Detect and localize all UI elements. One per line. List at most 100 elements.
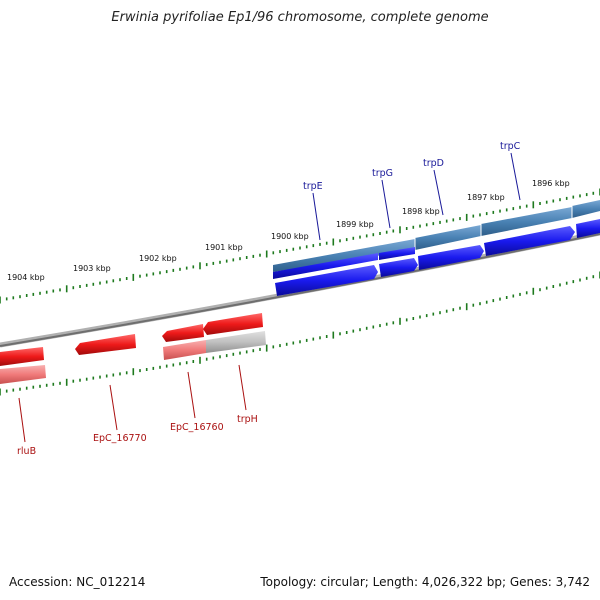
gene-arrow-trpG[interactable] <box>379 258 418 277</box>
upper-scale-minor-tick <box>272 251 275 255</box>
upper-scale-minor-tick <box>99 281 101 285</box>
forward-track-segment[interactable] <box>572 200 600 218</box>
upper-scale-minor-tick <box>52 289 55 293</box>
gene-label-EpC_16760[interactable]: EpC_16760 <box>170 422 224 433</box>
lower-scale-minor-tick <box>585 276 588 280</box>
upper-scale-minor-tick <box>305 245 308 249</box>
lower-scale-minor-tick <box>385 322 388 326</box>
upper-scale-minor-tick <box>579 194 581 198</box>
upper-scale-minor-tick <box>312 244 315 248</box>
lower-scale-minor-tick <box>372 325 375 329</box>
leader-line-trpD <box>433 169 444 216</box>
upper-scale-major-tick <box>132 273 135 281</box>
lower-scale-minor-tick <box>192 360 195 363</box>
upper-scale-minor-tick <box>285 248 288 252</box>
scale-label-1900: 1900 kbp <box>271 232 309 241</box>
gene-arrow-rluB[interactable] <box>0 347 44 366</box>
upper-scale-minor-tick <box>425 223 428 227</box>
lower-scale-minor-tick <box>479 302 481 306</box>
forward-track-segment[interactable] <box>415 225 481 250</box>
forward-track-segment[interactable] <box>273 239 415 272</box>
gene-label-EpC_16770[interactable]: EpC_16770 <box>93 433 147 444</box>
upper-scale-minor-tick <box>539 202 541 205</box>
lower-scale-minor-tick <box>172 363 175 367</box>
gene-arrow-trpG[interactable] <box>379 247 415 260</box>
upper-scale-minor-tick <box>179 267 181 271</box>
upper-scale-minor-tick <box>245 256 248 259</box>
lower-scale-major-tick <box>532 287 535 295</box>
upper-scale-minor-tick <box>279 250 281 254</box>
forward-track-segment[interactable] <box>481 207 572 236</box>
lower-scale-minor-tick <box>165 364 168 368</box>
lower-scale-minor-tick <box>552 285 555 288</box>
gene-arrow-rluB-track[interactable] <box>0 365 46 384</box>
lower-scale-minor-tick <box>179 362 181 366</box>
lower-scale-minor-tick <box>492 299 495 303</box>
lower-scale-minor-tick <box>159 365 161 369</box>
gene-arrow-EpC_16770[interactable] <box>75 334 136 355</box>
lower-scale-minor-tick <box>185 361 188 365</box>
lower-scale-minor-tick <box>279 344 281 348</box>
scale-label-1903: 1903 kbp <box>73 264 111 273</box>
lower-scale-minor-tick <box>539 288 541 292</box>
map-title: Erwinia pyrifoliae Ep1/96 chromosome, co… <box>111 10 489 25</box>
lower-scale-minor-tick <box>365 326 368 330</box>
gene-label-trpD[interactable]: trpD <box>423 158 444 169</box>
upper-scale-minor-tick <box>439 220 441 224</box>
gene-arrow-EpC_16760-track[interactable] <box>163 340 206 360</box>
gene-label-rluB[interactable]: rluB <box>17 446 36 457</box>
upper-scale-minor-tick <box>345 238 348 242</box>
upper-scale-minor-tick <box>232 258 235 262</box>
gene-label-trpC[interactable]: trpC <box>500 141 521 152</box>
lower-scale-minor-tick <box>325 335 328 338</box>
lower-scale-minor-tick <box>285 342 288 346</box>
upper-scale-minor-tick <box>552 199 555 203</box>
upper-scale-minor-tick <box>39 291 41 295</box>
lower-scale-minor-tick <box>19 387 21 391</box>
gene-arrow-EpC_16760[interactable] <box>162 324 204 342</box>
lower-scale-minor-tick <box>519 292 521 296</box>
upper-scale-major-tick <box>332 238 335 246</box>
leader-line-EpC_16770 <box>109 384 118 431</box>
gene-arrow-trpH[interactable] <box>203 313 263 335</box>
lower-scale-major-tick <box>132 368 135 376</box>
upper-scale-major-tick <box>65 285 68 293</box>
gene-label-trpH[interactable]: trpH <box>237 414 258 425</box>
lower-scale-minor-tick <box>139 369 141 373</box>
scale-label-1896: 1896 kbp <box>532 179 570 188</box>
gene-arrow-next[interactable] <box>576 219 600 238</box>
upper-scale-minor-tick <box>505 208 508 212</box>
lower-scale-major-tick <box>265 344 268 352</box>
upper-scale-minor-tick <box>172 268 175 272</box>
upper-scale-minor-tick <box>372 233 375 237</box>
gene-arrow-trpC[interactable] <box>484 226 575 256</box>
gene-label-trpG[interactable]: trpG <box>372 168 393 179</box>
upper-scale-minor-tick <box>405 227 408 230</box>
upper-scale-minor-tick <box>339 239 341 243</box>
lower-scale-major-tick <box>465 303 468 311</box>
lower-scale-minor-tick <box>299 340 301 344</box>
gene-arrow-trpD[interactable] <box>418 245 484 270</box>
lower-scale-minor-tick <box>345 331 348 334</box>
scale-label-1898: 1898 kbp <box>402 207 440 216</box>
lower-scale-minor-tick <box>105 374 108 378</box>
lower-scale-minor-tick <box>99 375 101 379</box>
upper-scale-minor-tick <box>85 283 88 287</box>
lower-scale-minor-tick <box>25 386 28 390</box>
upper-scale-minor-tick <box>79 285 81 288</box>
lower-scale-minor-tick <box>505 296 508 299</box>
lower-scale-minor-tick <box>592 275 595 279</box>
upper-scale-minor-tick <box>59 288 61 292</box>
upper-scale-minor-tick <box>319 242 321 246</box>
upper-scale-minor-tick <box>292 247 295 251</box>
upper-scale-minor-tick <box>392 229 395 233</box>
gene-label-trpE[interactable]: trpE <box>303 181 323 192</box>
upper-scale-minor-tick <box>159 271 161 275</box>
gene-arrow-trpH-track[interactable] <box>206 331 266 353</box>
upper-scale-minor-tick <box>492 210 495 214</box>
gene-arrow-trpE[interactable] <box>275 265 378 296</box>
upper-scale-minor-tick <box>12 296 15 300</box>
lower-scale-minor-tick <box>59 381 61 385</box>
upper-scale-minor-tick <box>472 214 475 218</box>
gene-arrow-trpE-a[interactable] <box>273 253 378 279</box>
